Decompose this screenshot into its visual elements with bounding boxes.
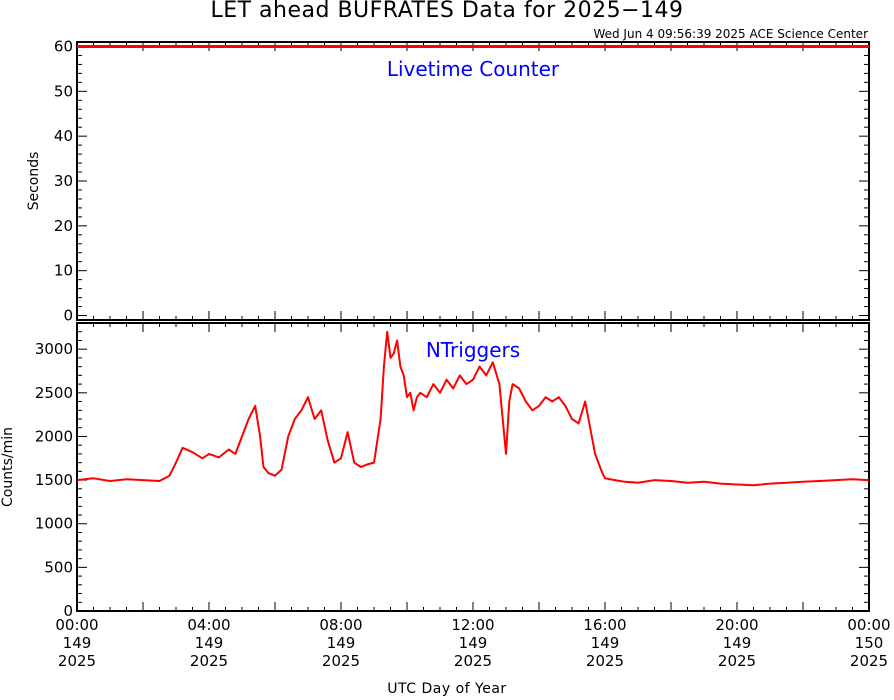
x-tick-label: 00:00 <box>847 616 890 634</box>
x-tick-label: 2025 <box>586 652 624 670</box>
ntriggers-panel-title: NTriggers <box>426 338 520 362</box>
x-tick-label: 149 <box>591 634 620 652</box>
x-tick-label: 2025 <box>718 652 756 670</box>
livetime-panel: 0 10 20 30 40 50 60 Seconds Livetime Counter <box>26 37 870 325</box>
ntriggers-panel: 0 500 1000 1500 2000 2500 3000 Counts/min NTrigg… <box>0 322 870 620</box>
livetime-panel-title: Livetime Counter <box>387 57 560 81</box>
ntriggers-y-tick-label: 2000 <box>35 427 73 445</box>
x-tick-label: 2025 <box>850 652 888 670</box>
chart-title: LET ahead BUFRATES Data for 2025−149 <box>210 0 684 23</box>
timestamp-label: Wed Jun 4 09:56:39 2025 ACE Science Cent… <box>593 27 868 41</box>
livetime-y-axis-label: Seconds <box>26 152 42 211</box>
x-tick-label: 150 <box>855 634 884 652</box>
livetime-y-tick-label: 20 <box>54 217 73 235</box>
x-tick-label: 149 <box>63 634 92 652</box>
ntriggers-y-tick-label: 500 <box>44 558 73 576</box>
x-tick-label: 149 <box>195 634 224 652</box>
x-tick-label: 04:00 <box>187 616 230 634</box>
x-tick-labels: 00:00149202504:00149202508:00149202512:0… <box>55 616 890 670</box>
ntriggers-y-tick-label: 2500 <box>35 384 73 402</box>
livetime-plot-frame <box>76 41 870 321</box>
x-axis-label: UTC Day of Year <box>387 681 507 697</box>
x-tick-label: 16:00 <box>583 616 626 634</box>
ntriggers-y-tick-label: 1500 <box>35 471 73 489</box>
ntriggers-series-line <box>76 330 870 487</box>
ntriggers-y-tick-label: 0 <box>63 602 73 620</box>
ntriggers-y-axis-label: Counts/min <box>0 427 16 507</box>
x-tick-label: 149 <box>459 634 488 652</box>
x-tick-label: 2025 <box>454 652 492 670</box>
livetime-y-tick-label: 30 <box>54 172 73 190</box>
ntriggers-y-tick-label: 1000 <box>35 515 73 533</box>
livetime-y-tick-label: 40 <box>54 127 73 145</box>
ntriggers-plot-frame <box>76 322 870 612</box>
ntriggers-y-tick-label: 3000 <box>35 340 73 358</box>
x-tick-label: 2025 <box>58 652 96 670</box>
x-tick-label: 12:00 <box>451 616 494 634</box>
x-tick-label: 20:00 <box>715 616 758 634</box>
x-tick-label: 2025 <box>322 652 360 670</box>
livetime-y-tick-label: 50 <box>54 82 73 100</box>
x-tick-label: 2025 <box>190 652 228 670</box>
x-tick-label: 149 <box>327 634 356 652</box>
x-tick-label: 08:00 <box>319 616 362 634</box>
x-tick-label: 00:00 <box>55 616 98 634</box>
x-tick-label: 149 <box>723 634 752 652</box>
livetime-y-tick-label: 10 <box>54 262 73 280</box>
livetime-y-tick-label: 60 <box>54 37 73 55</box>
livetime-y-tick-label: 0 <box>63 307 73 325</box>
